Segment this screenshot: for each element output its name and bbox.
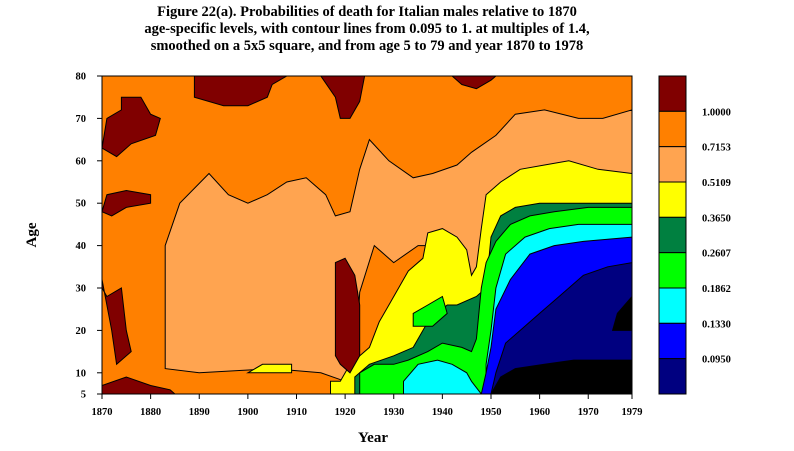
x-tick-label: 1970 (578, 407, 599, 418)
legend-swatch (658, 216, 687, 254)
legend-swatch (658, 287, 687, 324)
x-tick-label: 1960 (529, 407, 550, 418)
legend: 1.0000 0.7153 0.5109 0.3650 0.2607 0.1862 0.13… (658, 75, 731, 395)
y-tick-label: 20 (76, 326, 87, 337)
y-tick-label: 30 (76, 284, 87, 295)
y-axis: 5 10 20 30 40 50 60 70 80 (76, 72, 102, 401)
contour-region-19 (334, 257, 361, 374)
contour-region-16 (102, 376, 176, 394)
contour-region-17 (193, 76, 288, 107)
x-tick-label: 1910 (286, 407, 307, 418)
legend-label: 0.7153 (702, 143, 731, 154)
legend-label: 0.5109 (702, 178, 731, 189)
legend-swatch (658, 146, 687, 183)
x-tick-label: 1950 (480, 407, 501, 418)
x-tick-label: 1880 (140, 407, 161, 418)
y-tick-label: 50 (76, 199, 87, 210)
chart-title-line-3: smoothed on a 5x5 square, and from age 5… (150, 38, 584, 54)
contour-region-15 (102, 279, 132, 366)
chart-title-line-1: Figure 22(a). Probabilities of death for… (157, 4, 577, 20)
y-tick-label: 80 (76, 72, 87, 83)
x-axis-label: Year (358, 430, 388, 446)
x-tick-label: 1930 (383, 407, 404, 418)
legend-swatch (658, 322, 687, 360)
legend-label: 1.0000 (702, 107, 731, 118)
y-axis-label: Age (24, 222, 40, 247)
contour-region-12 (611, 295, 632, 331)
x-tick-label: 1890 (189, 407, 210, 418)
contour-region-6 (412, 295, 448, 327)
contour-region-11 (490, 359, 632, 394)
y-tick-label: 60 (76, 156, 87, 167)
contour-region-20 (451, 76, 497, 90)
y-tick-label: 40 (76, 241, 87, 252)
contour-region-14 (102, 189, 152, 217)
chart-title-line-2: age-specific levels, with contour lines … (144, 21, 590, 37)
legend-label: 0.0950 (702, 355, 731, 366)
y-tick-label: 10 (76, 368, 87, 379)
legend-label: 0.1330 (702, 319, 731, 330)
contour-region-13 (102, 96, 161, 158)
plot-area (102, 76, 632, 394)
chart-title: Figure 22(a). Probabilities of death for… (0, 4, 734, 55)
contour-region-7 (403, 359, 482, 394)
legend-swatch (658, 181, 687, 218)
y-tick-label: 5 (81, 390, 86, 401)
contour-region-3 (246, 363, 293, 374)
x-tick-label: 1870 (92, 407, 113, 418)
contour-region-18 (320, 76, 366, 119)
legend-swatch (658, 252, 687, 289)
x-tick-label: 1920 (335, 407, 356, 418)
plot-frame (101, 75, 633, 395)
legend-swatch (658, 110, 687, 148)
legend-swatch (658, 358, 687, 395)
legend-label: 0.2607 (702, 249, 731, 260)
y-tick-label: 70 (76, 114, 87, 125)
x-axis: 1870 1880 1890 1900 1910 1920 1930 1940 1950 1960… (92, 394, 643, 418)
x-tick-label: 1900 (237, 407, 258, 418)
legend-swatch (658, 75, 687, 112)
x-tick-label: 1940 (432, 407, 453, 418)
legend-label: 0.3650 (702, 213, 731, 224)
x-tick-label: 1979 (622, 407, 643, 418)
legend-label: 0.1862 (702, 284, 731, 295)
